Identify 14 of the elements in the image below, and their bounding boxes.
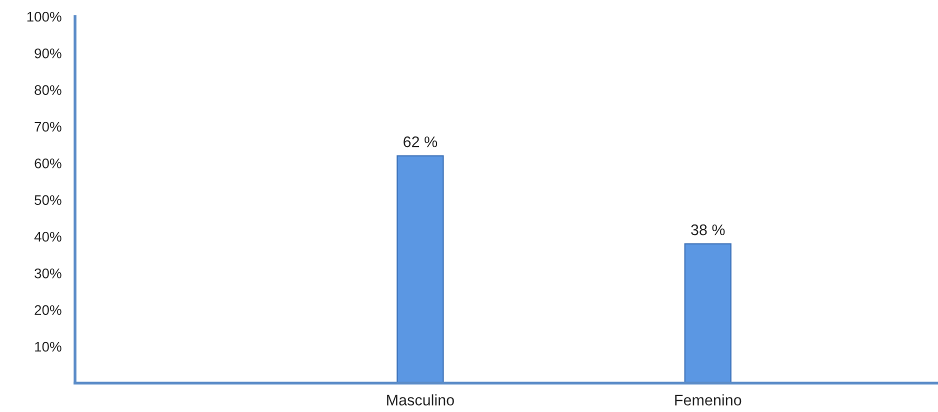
x-tick-label: Masculino (387, 394, 454, 406)
y-tick-label: 20% (34, 305, 62, 315)
y-tick-label: 40% (34, 232, 62, 242)
y-tick-label: 60% (34, 158, 62, 168)
y-tick-label: 50% (34, 195, 62, 205)
y-tick-label: 30% (34, 268, 62, 278)
data-label: 62 % (404, 136, 438, 148)
y-tick-label: 90% (34, 48, 62, 58)
y-tick-label: 70% (34, 122, 62, 132)
y-tick-label: 100% (27, 12, 62, 22)
y-tick-label: 10% (35, 342, 62, 352)
x-tick-label: Femenino (675, 394, 742, 406)
y-tick-label: 80% (34, 85, 62, 95)
data-label: 38 % (691, 224, 725, 236)
